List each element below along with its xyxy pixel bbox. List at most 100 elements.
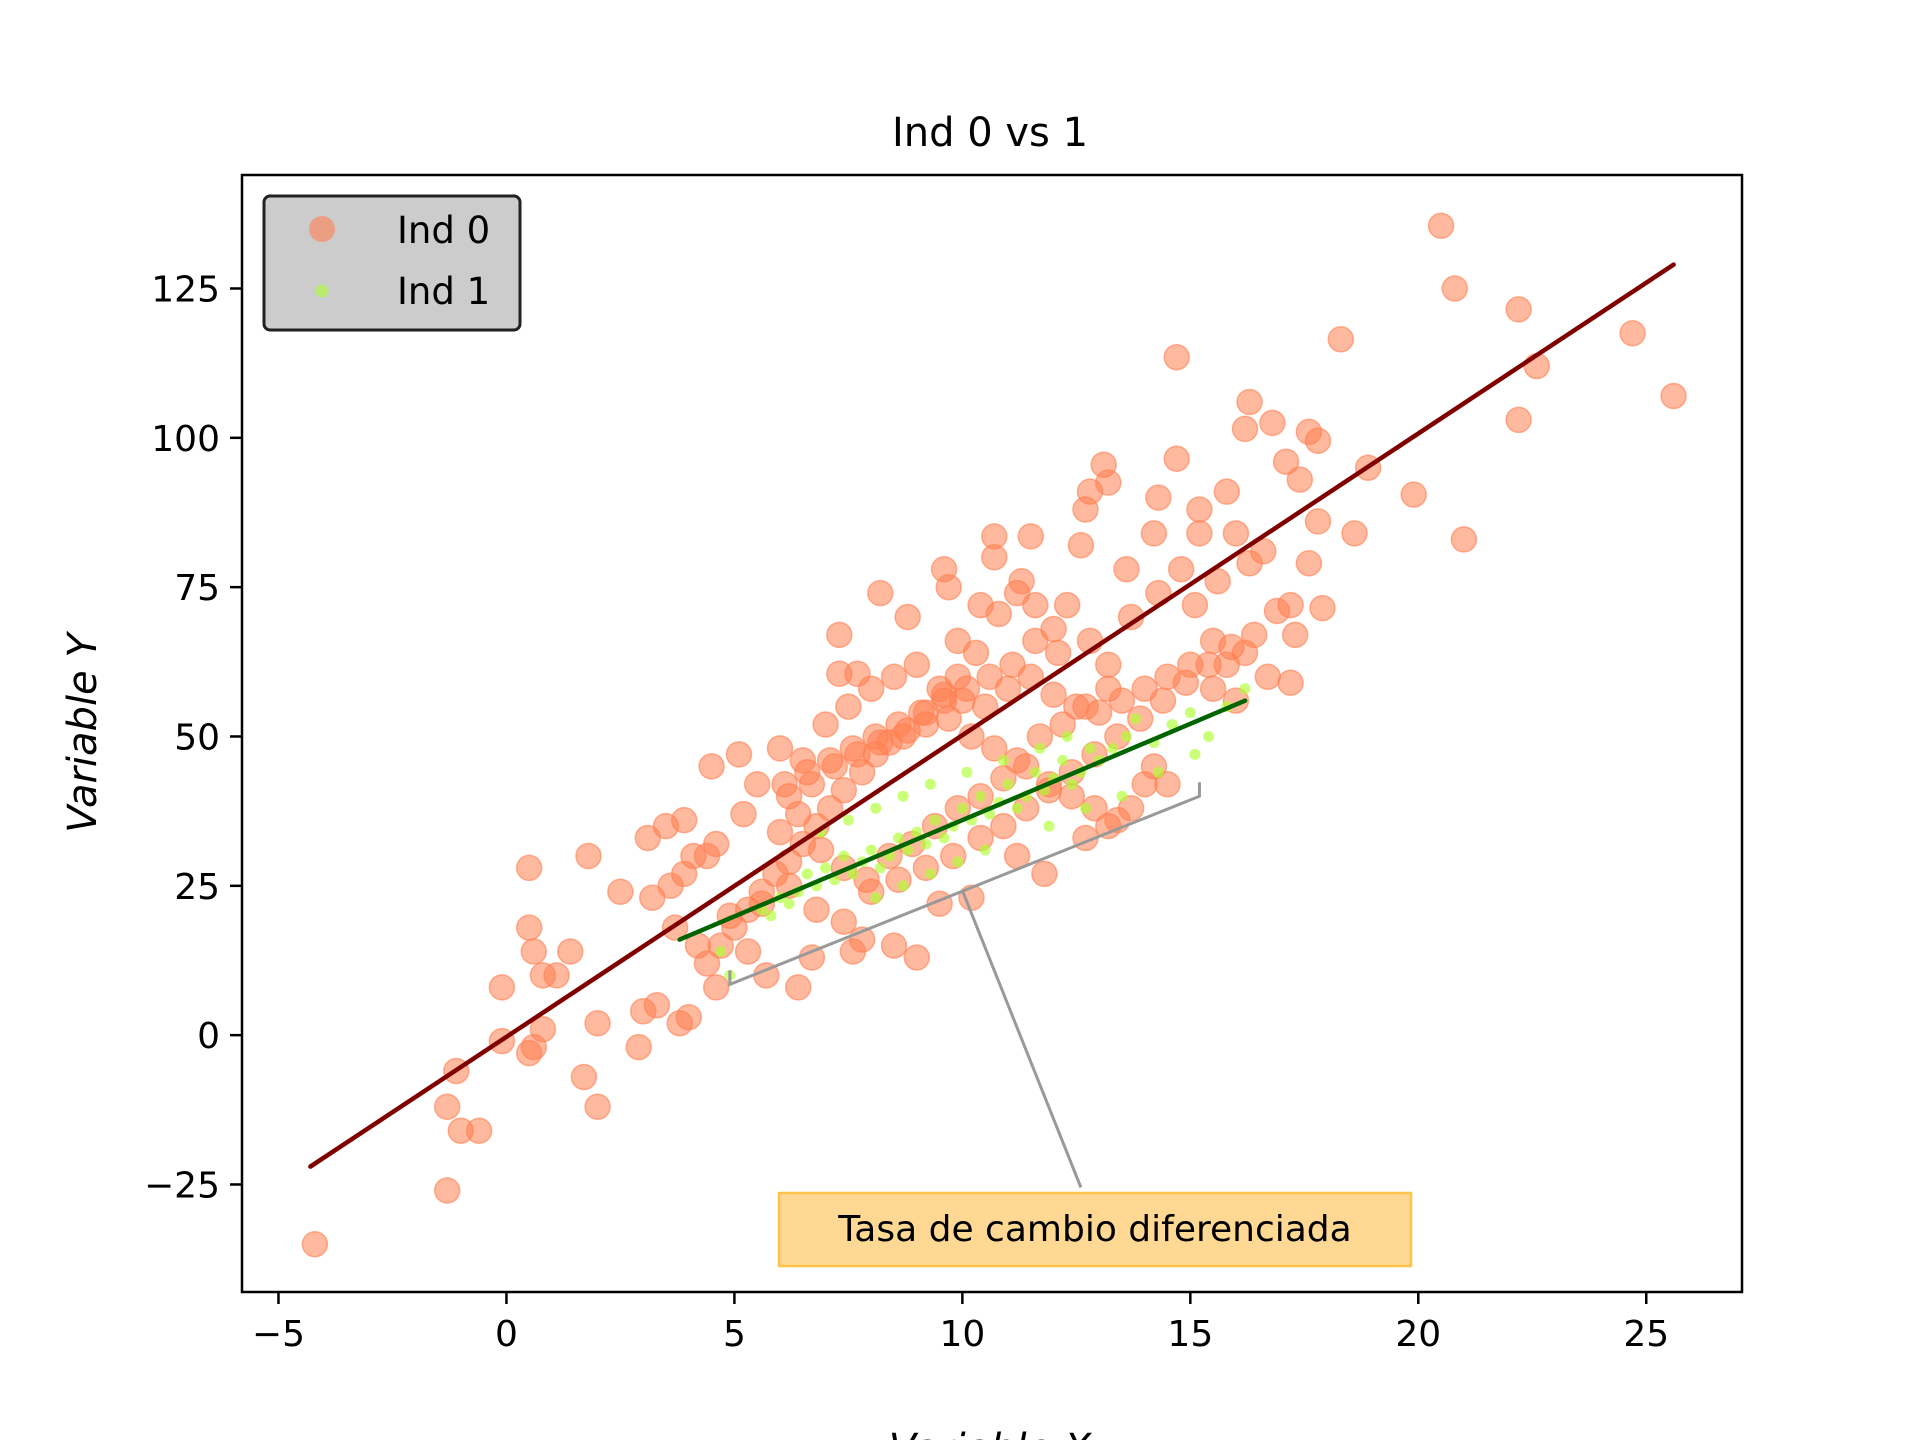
data-point: [783, 898, 795, 910]
data-point: [1107, 742, 1119, 754]
data-point: [1505, 406, 1532, 434]
data-point: [1031, 860, 1058, 888]
data-point: [1250, 538, 1277, 565]
legend-label-ind-0: Ind 0: [397, 209, 490, 252]
data-point: [680, 842, 707, 870]
data-point: [520, 938, 548, 965]
data-point: [920, 838, 932, 850]
data-point: [657, 872, 684, 900]
y-axis: −25 0 25 50 75 100 125: [144, 269, 242, 1206]
data-point: [1199, 675, 1227, 702]
data-point: [1236, 388, 1263, 416]
data-point: [908, 699, 935, 726]
data-point: [961, 766, 973, 778]
data-point: [433, 1177, 461, 1204]
data-point: [1163, 343, 1190, 371]
data-point: [515, 914, 543, 941]
data-point: [952, 856, 964, 868]
data-point: [639, 884, 666, 912]
data-point: [584, 1093, 611, 1121]
data-point: [1218, 633, 1245, 661]
data-point: [1029, 766, 1041, 778]
data-point: [812, 711, 839, 738]
data-point: [1072, 693, 1099, 720]
data-point: [893, 832, 904, 844]
data-point: [1259, 409, 1286, 437]
data-point: [1222, 520, 1250, 547]
data-point: [771, 771, 798, 798]
data-point: [488, 974, 516, 1001]
data-point: [1149, 687, 1177, 714]
data-point: [1152, 766, 1164, 778]
data-point: [1239, 683, 1251, 695]
chart-title: Ind 0 vs 1: [892, 110, 1088, 156]
data-point: [1304, 508, 1332, 535]
y-tick-label: 100: [151, 419, 220, 460]
data-point: [1057, 754, 1069, 766]
y-axis-label: Variable Y: [60, 630, 106, 833]
data-point: [897, 880, 909, 892]
data-point: [956, 802, 968, 814]
data-point: [979, 844, 991, 856]
data-point: [584, 1009, 611, 1037]
data-point: [1040, 681, 1067, 708]
x-axis-label: Variable X: [889, 1426, 1093, 1440]
data-point: [880, 663, 908, 691]
data-point: [835, 693, 862, 720]
data-point: [1022, 591, 1049, 619]
data-point: [830, 776, 858, 804]
annotation-box: [777, 1191, 1413, 1268]
data-point: [1066, 778, 1078, 790]
data-point: [997, 754, 1009, 766]
data-point: [725, 741, 753, 768]
data-point: [1619, 320, 1646, 347]
data-point: [870, 802, 882, 814]
data-point: [1145, 484, 1172, 511]
data-point: [766, 818, 794, 846]
data-point: [515, 854, 543, 882]
series-ind-0: [301, 212, 1687, 1258]
data-point: [1309, 594, 1336, 622]
annotation-bracket: [728, 782, 1201, 987]
data-point: [924, 778, 936, 790]
data-point: [1167, 555, 1195, 583]
data-point: [903, 944, 931, 971]
legend-marker-ind-1: [315, 284, 329, 298]
data-point: [1186, 520, 1213, 547]
plot-area: Tasa de cambio diferenciada: [301, 212, 1687, 1268]
data-point: [1505, 296, 1532, 323]
data-point: [666, 1009, 693, 1037]
data-point: [1184, 707, 1196, 719]
data-point: [935, 573, 962, 601]
data-point: [807, 836, 835, 864]
data-point: [765, 910, 777, 922]
data-point: [803, 896, 830, 923]
data-point: [953, 675, 981, 702]
data-point: [1117, 794, 1145, 822]
data-point: [1095, 812, 1122, 840]
data-point: [1095, 651, 1122, 679]
data-point: [1166, 719, 1178, 730]
data-point: [880, 932, 908, 959]
data-point: [857, 675, 885, 702]
data-point: [1327, 326, 1355, 353]
data-point: [784, 974, 812, 1001]
data-point: [1660, 382, 1687, 410]
data-point: [1140, 520, 1168, 547]
data-point: [902, 844, 914, 856]
data-point: [730, 800, 757, 828]
data-point: [1116, 790, 1128, 802]
x-axis: −5 0 5 10 15 20 25: [252, 1292, 1669, 1355]
y-tick-label: 125: [151, 269, 220, 310]
data-point: [975, 790, 987, 802]
x-tick-label: 5: [723, 1314, 746, 1355]
data-point: [839, 735, 867, 762]
data-point: [820, 862, 832, 874]
data-point: [847, 868, 859, 880]
data-point: [515, 1039, 543, 1067]
data-point: [1240, 621, 1268, 649]
x-tick-label: 20: [1395, 1314, 1441, 1355]
data-point: [839, 938, 867, 965]
data-point: [1053, 591, 1081, 619]
